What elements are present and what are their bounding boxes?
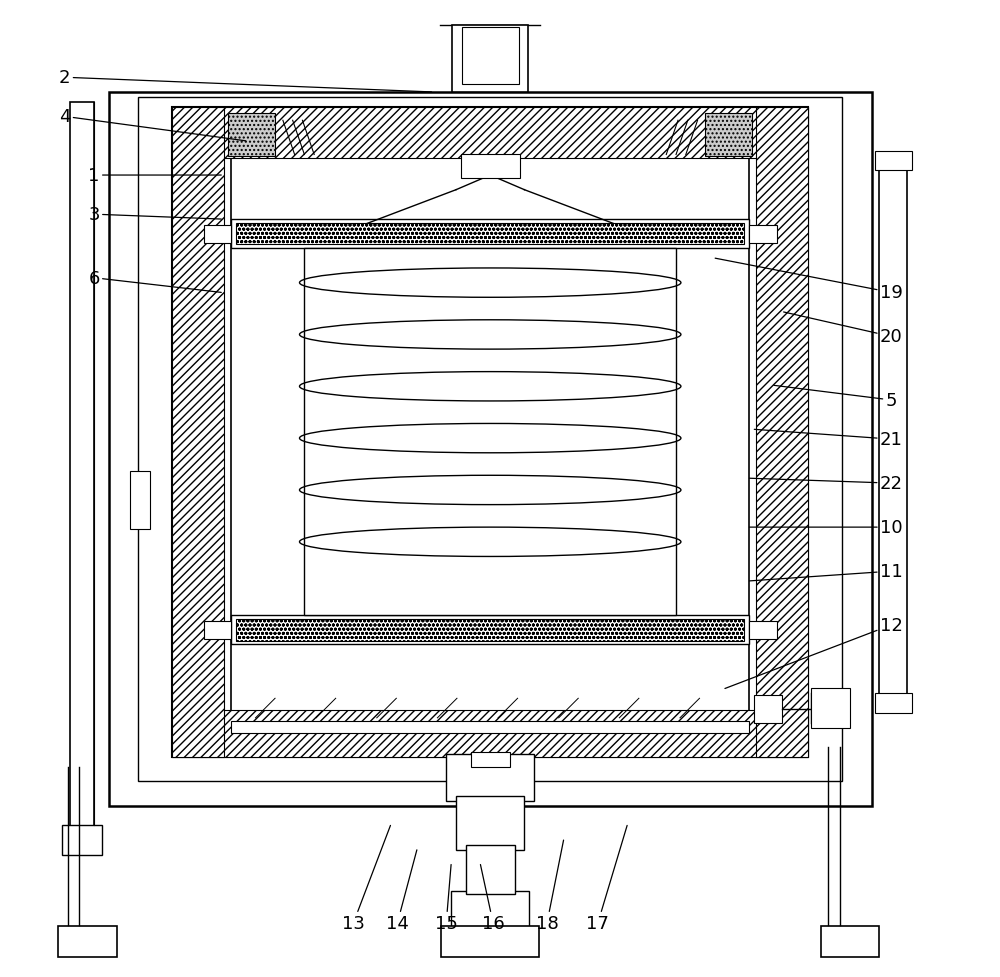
- Bar: [228, 114, 275, 157]
- Bar: [466, 845, 515, 894]
- Bar: [231, 137, 749, 728]
- Text: 10: 10: [749, 519, 903, 536]
- Bar: [204, 621, 231, 639]
- Text: 4: 4: [59, 108, 246, 142]
- Text: 5: 5: [774, 386, 897, 409]
- Bar: [58, 926, 117, 957]
- Bar: [754, 696, 782, 723]
- Bar: [821, 926, 879, 957]
- Bar: [705, 114, 752, 157]
- Bar: [879, 166, 907, 699]
- Bar: [236, 619, 744, 641]
- Text: 20: 20: [784, 313, 903, 346]
- Bar: [138, 98, 842, 782]
- Bar: [461, 154, 520, 179]
- Text: 22: 22: [749, 475, 903, 492]
- Text: 3: 3: [88, 206, 221, 224]
- Bar: [70, 103, 94, 830]
- Bar: [749, 621, 777, 639]
- Text: 21: 21: [754, 430, 903, 448]
- Bar: [231, 220, 749, 249]
- Bar: [62, 826, 102, 855]
- Text: 1: 1: [88, 167, 221, 185]
- Bar: [446, 754, 534, 801]
- Bar: [172, 107, 224, 757]
- Bar: [875, 694, 912, 713]
- Text: 12: 12: [725, 616, 903, 689]
- Text: 19: 19: [715, 259, 903, 302]
- Text: 13: 13: [342, 826, 390, 932]
- Text: 18: 18: [536, 840, 564, 932]
- Bar: [172, 107, 808, 757]
- Bar: [456, 796, 524, 850]
- Bar: [451, 891, 529, 928]
- Bar: [304, 249, 676, 616]
- Bar: [811, 689, 850, 728]
- Bar: [749, 226, 777, 243]
- Text: 15: 15: [435, 865, 458, 932]
- Bar: [172, 107, 808, 159]
- Text: 17: 17: [586, 826, 627, 932]
- Bar: [441, 926, 539, 957]
- Bar: [231, 721, 749, 733]
- Bar: [130, 471, 150, 530]
- Text: 2: 2: [59, 69, 432, 93]
- Bar: [471, 752, 510, 767]
- Bar: [756, 107, 808, 757]
- Bar: [452, 26, 528, 93]
- Bar: [231, 616, 749, 645]
- Bar: [204, 226, 231, 243]
- Text: 6: 6: [88, 270, 221, 293]
- Bar: [462, 28, 519, 85]
- Text: 14: 14: [386, 850, 417, 932]
- Bar: [236, 224, 744, 245]
- Text: 11: 11: [749, 563, 903, 581]
- Bar: [109, 93, 872, 806]
- Text: 16: 16: [480, 865, 505, 932]
- Bar: [172, 710, 808, 757]
- Bar: [875, 151, 912, 171]
